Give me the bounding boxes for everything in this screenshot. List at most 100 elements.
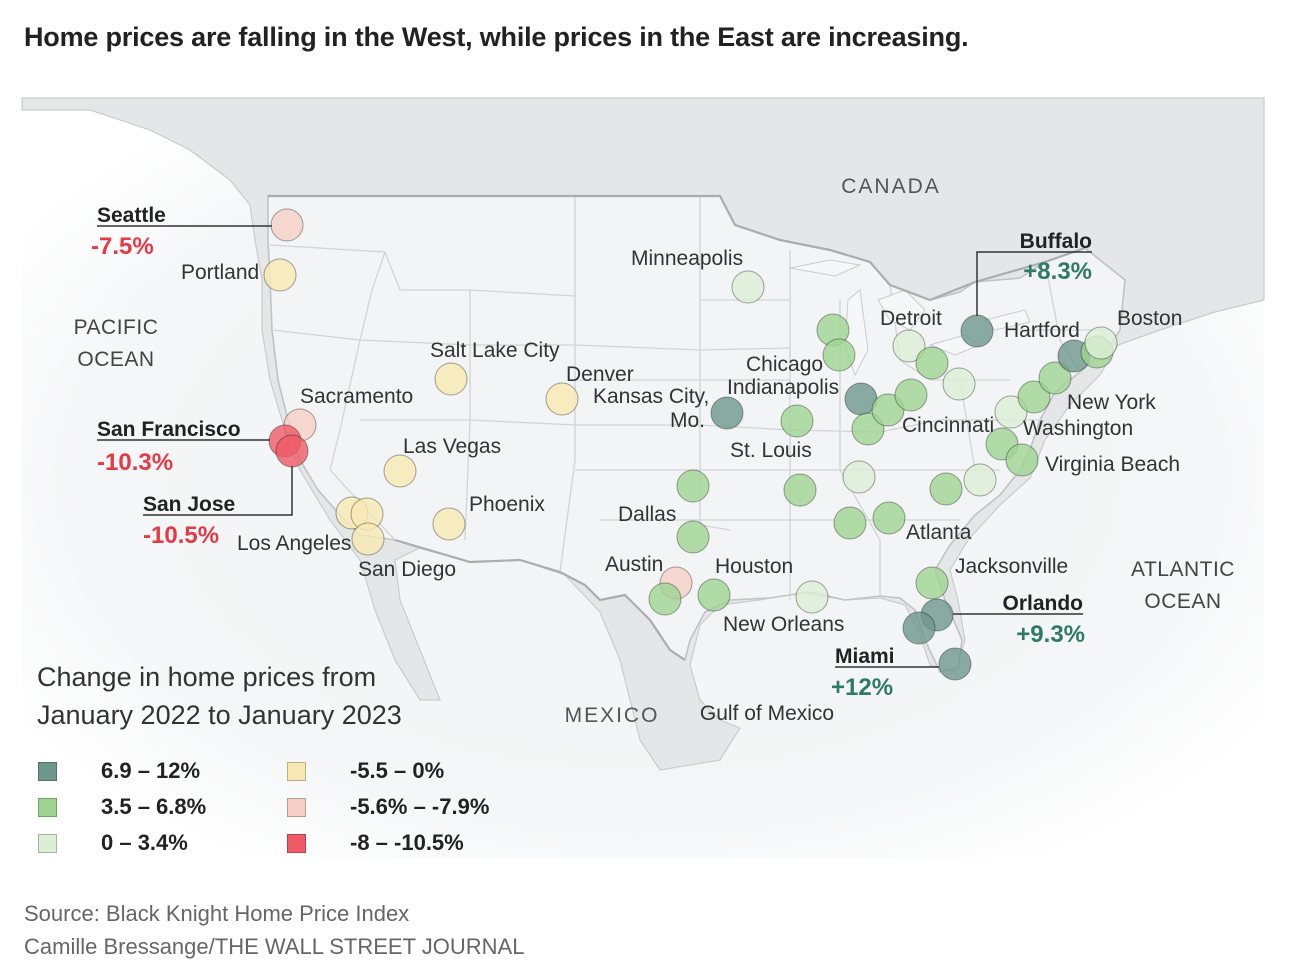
legend-swatch: [38, 798, 57, 817]
city-circle-baltimore: [1017, 380, 1051, 414]
callouts: Seattle -7.5% San Francisco -10.3% San J…: [91, 204, 1092, 701]
label-dallas: Dallas: [618, 503, 676, 526]
label-new-orleans: New Orleans: [723, 613, 844, 636]
legend-label: 0 – 3.4%: [101, 830, 188, 855]
callout-seattle-name: Seattle: [97, 204, 166, 227]
city-circle-minneapolis: [731, 270, 765, 304]
label-hartford: Hartford: [1004, 319, 1080, 342]
label-washington: Washington: [1023, 417, 1133, 440]
city-circle-columbus: [894, 378, 928, 412]
legend-label: -8 – -10.5%: [350, 830, 464, 855]
callout-sanjose-value: -10.5%: [143, 522, 219, 549]
city-circle-raleigh: [963, 463, 997, 497]
label-kansas-city-2: Mo.: [670, 409, 705, 432]
sanjose-leader: [143, 466, 293, 516]
callout-buffalo-value: +8.3%: [1023, 258, 1092, 285]
callout-sf-name: San Francisco: [97, 418, 241, 441]
city-circle-cincinnati: [871, 393, 905, 427]
legend-label: -5.5 – 0%: [350, 758, 445, 783]
city-circle-portland: [263, 258, 297, 292]
source-note: Source: Black Knight Home Price Index: [24, 901, 410, 926]
city-circle-san-jose: [275, 434, 309, 468]
legend-swatch: [287, 762, 306, 781]
legend-swatch: [38, 834, 57, 853]
city-circle-cleveland: [915, 346, 949, 380]
label-indianapolis: Indianapolis: [727, 376, 839, 399]
city-circle-boston: [1084, 326, 1118, 360]
label-kansas-city-1: Kansas City,: [593, 385, 709, 408]
city-circle-kansas-city: [710, 396, 744, 430]
city-circle-louisville: [851, 412, 885, 446]
pacific-label-1: PACIFIC: [74, 316, 159, 339]
city-circle-seattle: [270, 208, 304, 242]
label-phoenix: Phoenix: [469, 493, 545, 516]
city-circle-dallas: [676, 520, 710, 554]
city-circle-buffalo: [960, 314, 994, 348]
city-circle-phoenix: [432, 507, 466, 541]
city-circle-atlanta: [872, 501, 906, 535]
callout-sf-value: -10.3%: [97, 449, 173, 476]
callout-miami-value: +12%: [831, 674, 893, 701]
label-cincinnati: Cincinnati: [902, 414, 994, 437]
city-circle-chicago: [822, 338, 856, 372]
city-circle-new-orleans: [795, 580, 829, 614]
legend-swatch: [38, 762, 57, 781]
city-circle-philadelphia: [1038, 361, 1072, 395]
label-sacramento: Sacramento: [300, 385, 413, 408]
label-san-diego: San Diego: [358, 558, 456, 581]
city-circle-las-vegas: [383, 454, 417, 488]
label-denver: Denver: [566, 363, 634, 386]
callout-seattle-value: -7.5%: [91, 233, 154, 260]
city-circle-birmingham: [833, 506, 867, 540]
city-circle-miami: [938, 647, 972, 681]
city-circles: [263, 208, 1118, 681]
city-circle-washington: [994, 395, 1028, 429]
legend-swatch: [287, 798, 306, 817]
city-circle-nashville: [842, 460, 876, 494]
city-circle-pittsburgh: [942, 367, 976, 401]
label-austin: Austin: [605, 553, 663, 576]
city-circle-salt-lake-city: [434, 362, 468, 396]
label-boston: Boston: [1117, 307, 1182, 330]
canada-label: CANADA: [841, 175, 941, 198]
national-borders: [268, 194, 1086, 661]
legend-title-line-2: January 2022 to January 2023: [37, 700, 402, 730]
label-st-louis: St. Louis: [730, 439, 812, 462]
gulf-label: Gulf of Mexico: [700, 702, 834, 725]
city-circle-little-rock: [783, 473, 817, 507]
city-circle-san-diego: [351, 522, 385, 556]
callout-orlando-value: +9.3%: [1016, 621, 1085, 648]
city-labels: Portland Sacramento Los Angeles San Dieg…: [181, 247, 1182, 636]
legend-label: -5.6% – -7.9%: [350, 794, 490, 819]
label-houston: Houston: [715, 555, 793, 578]
buffalo-leader: [976, 251, 1092, 316]
label-portland: Portland: [181, 261, 259, 284]
city-circle-dallas-north: [676, 469, 710, 503]
label-detroit: Detroit: [880, 307, 942, 330]
label-las-vegas: Las Vegas: [403, 435, 501, 458]
callout-lines: [97, 225, 1092, 668]
label-chicago: Chicago: [746, 353, 823, 376]
city-circle-st-louis: [780, 404, 814, 438]
city-circle-charlotte: [929, 472, 963, 506]
label-jacksonville: Jacksonville: [955, 555, 1068, 578]
label-salt-lake-city: Salt Lake City: [430, 339, 560, 362]
pacific-label-2: OCEAN: [77, 348, 154, 371]
city-circle-tampa: [902, 611, 936, 645]
city-circle-denver: [545, 382, 579, 416]
label-los-angeles: Los Angeles: [237, 532, 351, 555]
label-atlanta: Atlanta: [906, 521, 972, 544]
callout-miami-name: Miami: [835, 645, 895, 668]
label-new-york: New York: [1067, 391, 1156, 414]
callout-orlando-name: Orlando: [1002, 592, 1083, 615]
city-circle-san-antonio: [648, 582, 682, 616]
label-virginia-beach: Virginia Beach: [1045, 453, 1180, 476]
legend-label: 6.9 – 12%: [101, 758, 201, 783]
legend-label: 3.5 – 6.8%: [101, 794, 207, 819]
atlantic-label-1: ATLANTIC: [1131, 558, 1235, 581]
legend-title-line-1: Change in home prices from: [37, 662, 377, 692]
legend-swatch: [287, 834, 306, 853]
mexico-label: MEXICO: [565, 704, 660, 727]
city-circle-detroit: [892, 329, 926, 363]
